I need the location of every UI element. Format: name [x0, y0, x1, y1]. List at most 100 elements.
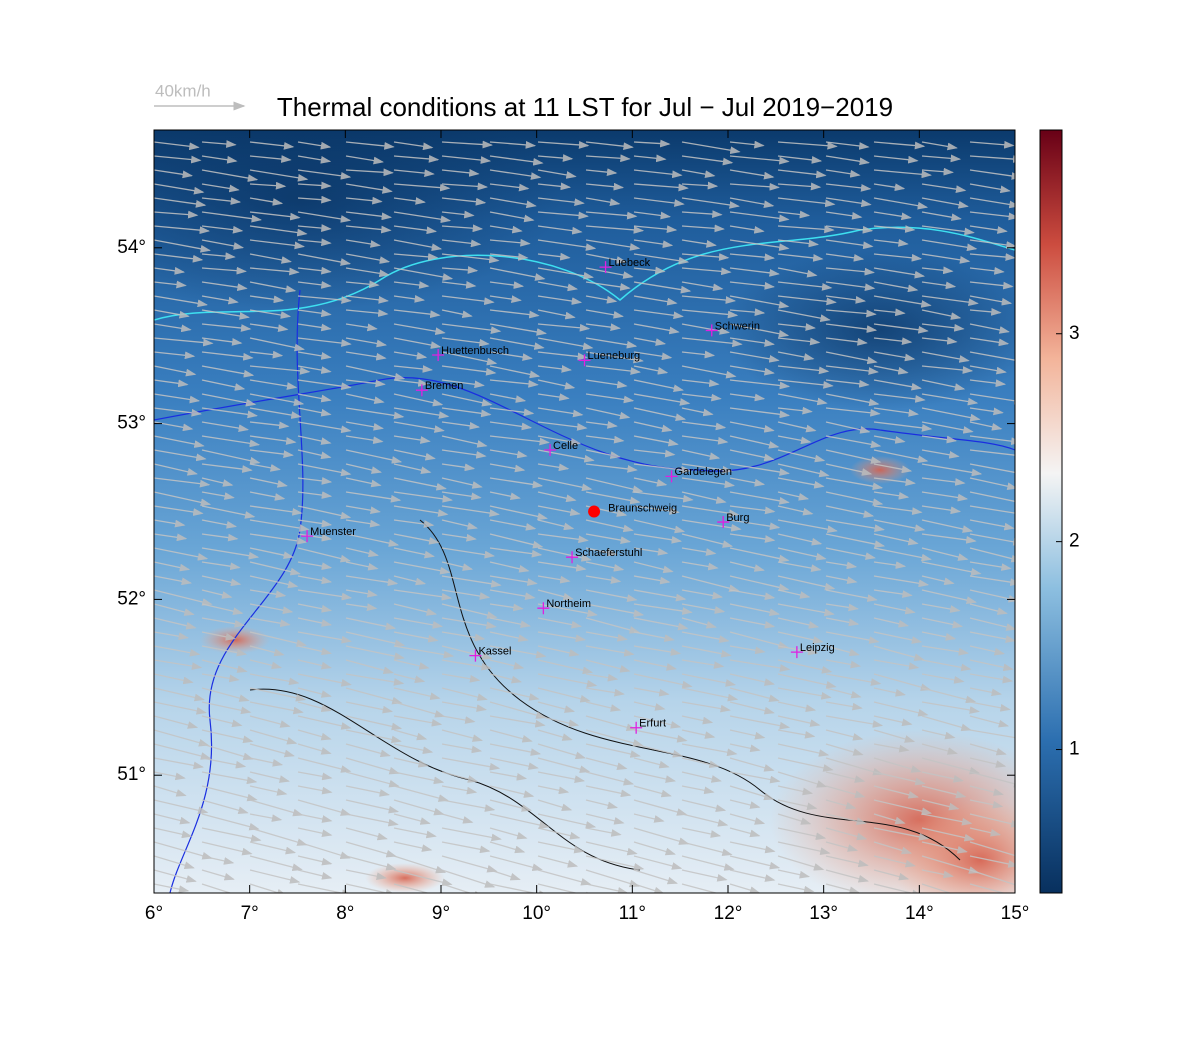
- wind-arrow: [585, 267, 634, 279]
- wind-arrow: [201, 421, 249, 432]
- wind-arrow: [969, 673, 1014, 684]
- wind-arrow: [345, 155, 384, 165]
- wind-arrow: [633, 337, 667, 346]
- wind-arrow: [297, 575, 333, 585]
- wind-reference-label: 40km/h: [155, 81, 211, 100]
- wind-arrow: [489, 253, 529, 261]
- wind-arrow: [489, 183, 530, 192]
- wind-arrow: [201, 379, 246, 391]
- wind-arrow: [489, 365, 541, 379]
- x-tick-label: 13°: [809, 903, 838, 924]
- wind-arrow: [249, 533, 308, 545]
- wind-arrow: [249, 743, 295, 758]
- station-label: Huettenbusch: [441, 345, 509, 357]
- wind-arrow: [777, 141, 838, 150]
- wind-arrow: [777, 309, 831, 322]
- wind-arrow: [825, 491, 884, 506]
- wind-arrow: [825, 449, 882, 464]
- station-marker: [301, 530, 314, 543]
- wind-arrow: [249, 253, 292, 264]
- wind-arrow: [921, 785, 967, 799]
- wind-arrow: [873, 155, 919, 164]
- wind-arrow: [393, 701, 446, 718]
- wind-arrow: [873, 449, 929, 464]
- wind-arrow: [537, 365, 572, 373]
- wind-arrow: [969, 827, 1002, 837]
- wind-arrow: [393, 379, 429, 387]
- wind-arrow: [969, 687, 1002, 697]
- wind-arrow: [873, 799, 933, 815]
- wind-arrow: [489, 575, 538, 586]
- wind-arrow: [345, 379, 386, 388]
- wind-arrow: [441, 757, 501, 771]
- wind-arrow: [201, 183, 240, 193]
- wind-arrow: [441, 659, 492, 671]
- wind-arrow: [489, 841, 526, 854]
- wind-arrow: [873, 869, 910, 881]
- wind-arrow: [825, 813, 867, 826]
- wind-arrow: [489, 323, 547, 336]
- wind-arrow: [921, 701, 981, 714]
- wind-arrow: [154, 280, 187, 289]
- wind-arrow: [393, 365, 434, 373]
- wind-arrow: [921, 603, 961, 613]
- wind-arrow: [921, 351, 970, 363]
- wind-arrow: [969, 603, 1008, 615]
- wind-arrow: [249, 435, 297, 445]
- wind-arrow: [393, 211, 452, 224]
- wind-arrow: [249, 421, 290, 430]
- wind-arrow: [681, 561, 719, 571]
- wind-arrow: [681, 435, 729, 445]
- wind-arrow: [777, 477, 825, 489]
- wind-arrow: [154, 197, 207, 208]
- station-marker: [578, 354, 591, 367]
- wind-arrow: [585, 757, 628, 770]
- wind-arrow: [825, 533, 886, 548]
- wind-arrow: [393, 603, 437, 616]
- wind-arrow: [873, 883, 923, 893]
- colorbar-tick-label: 1: [1069, 739, 1080, 760]
- wind-arrow: [921, 729, 956, 740]
- wind-arrow: [345, 841, 397, 858]
- wind-arrow: [297, 743, 332, 755]
- wind-arrow: [489, 477, 544, 489]
- wind-arrow: [729, 519, 781, 531]
- wind-arrow: [633, 281, 692, 294]
- wind-arrow: [825, 337, 868, 346]
- wind-arrow: [154, 463, 198, 476]
- wind-arrow: [537, 869, 592, 886]
- wind-arrow: [633, 547, 669, 556]
- wind-arrow: [297, 169, 352, 180]
- wind-arrow: [969, 295, 1013, 306]
- wind-arrow: [249, 519, 310, 532]
- wind-arrow: [777, 603, 835, 617]
- wind-arrow: [921, 799, 960, 811]
- wind-arrow: [825, 855, 869, 868]
- wind-arrow: [825, 561, 858, 570]
- wind-arrow: [729, 701, 775, 715]
- wind-arrow: [585, 421, 618, 429]
- wind-arrow: [201, 197, 242, 205]
- wind-arrow: [441, 239, 482, 248]
- wind-arrow: [777, 575, 836, 591]
- wind-arrow: [345, 323, 378, 332]
- wind-arrow: [489, 281, 525, 289]
- wind-arrow: [537, 239, 597, 251]
- wind-arrow: [249, 561, 301, 576]
- wind-arrow: [441, 533, 477, 542]
- wind-arrow: [249, 701, 304, 715]
- wind-arrow: [345, 715, 403, 731]
- wind-arrow: [489, 140, 537, 149]
- wind-arrow: [825, 505, 875, 518]
- wind-arrow: [921, 253, 971, 264]
- wind-arrow: [345, 813, 399, 827]
- wind-arrow: [681, 645, 732, 658]
- wind-arrow: [537, 729, 573, 741]
- wind-arrow: [681, 715, 714, 725]
- wind-arrow: [729, 281, 775, 290]
- wind-arrow: [873, 295, 932, 308]
- wind-arrow: [537, 701, 576, 713]
- wind-arrow: [633, 505, 680, 515]
- wind-arrow: [154, 547, 209, 561]
- wind-arrow: [537, 827, 581, 840]
